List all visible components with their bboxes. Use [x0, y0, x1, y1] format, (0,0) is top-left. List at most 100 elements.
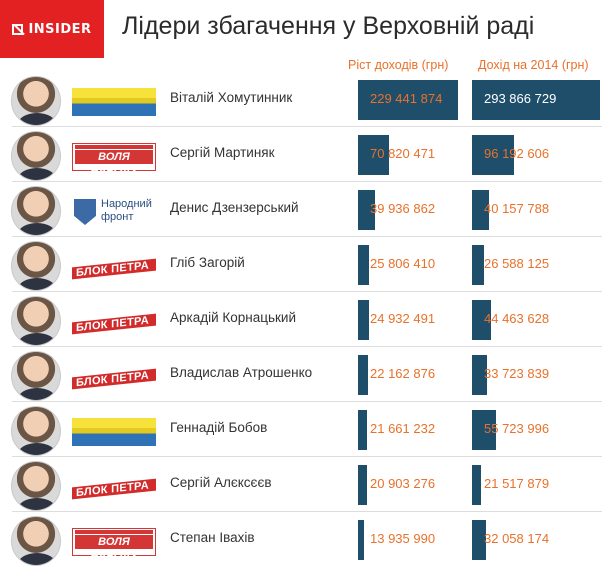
row-divider	[12, 456, 602, 457]
table-row: Віталій Хомутинник 229 441 874 293 866 729	[0, 72, 610, 127]
party-name: БЛОК ПЕТРА ПОРОШЕНКА	[76, 369, 152, 391]
bpp-logo-icon: БЛОК ПЕТРА ПОРОШЕНКА	[72, 363, 156, 391]
row-divider	[12, 236, 602, 237]
party-name: БЛОК ПЕТРА ПОРОШЕНКА	[76, 479, 152, 501]
avatar-suit	[18, 278, 56, 290]
table-row: БЛОК ПЕТРА ПОРОШЕНКА Владислав Атрошенко 2…	[0, 347, 610, 402]
table-row: ВОЛЯ НАРОДУ Степан Івахів 13 935 990 32 058…	[0, 512, 610, 567]
logo-part: ВОЛЯ НАРОДУ	[75, 150, 153, 171]
party-logo	[72, 418, 156, 446]
header: INSIDER Лідери збагачення у Верховній ра…	[0, 0, 610, 58]
bpp-logo-icon: БЛОК ПЕТРА ПОРОШЕНКА	[72, 473, 156, 501]
opposition-bloc-logo-icon	[72, 88, 156, 116]
volya-narodu-logo-icon: ВОЛЯ НАРОДУ	[72, 528, 156, 556]
volya-narodu-logo-icon: ВОЛЯ НАРОДУ	[72, 143, 156, 171]
data-label-series-2: 32 058 174	[484, 531, 550, 546]
category-label: Денис Дзензерський	[170, 200, 299, 215]
category-label: Сергій Мартиняк	[170, 145, 275, 160]
bar-series-2	[472, 245, 484, 285]
bar-series-2	[472, 135, 514, 175]
party-logo: ВОЛЯ НАРОДУ	[72, 143, 156, 171]
avatar	[11, 76, 61, 126]
data-label-series-2: 96 192 606	[484, 146, 550, 161]
bar-series-2	[472, 520, 486, 560]
table-row: БЛОК ПЕТРА ПОРОШЕНКА Сергій Алєксєєв 20 90…	[0, 457, 610, 512]
avatar	[11, 406, 61, 456]
party-logo: БЛОК ПЕТРА ПОРОШЕНКА	[72, 308, 156, 336]
legend-series-1: Ріст доходів (грн)	[348, 58, 449, 72]
bpp-logo-icon: БЛОК ПЕТРА ПОРОШЕНКА	[72, 253, 156, 281]
narodny-front-logo-icon: Народний фронт	[72, 198, 156, 226]
category-label: Гліб Загорій	[170, 255, 245, 270]
insider-logo[interactable]: INSIDER	[0, 0, 104, 58]
party-logo: ВОЛЯ НАРОДУ	[72, 528, 156, 556]
data-label-series-1: 25 806 410	[370, 256, 436, 271]
table-row: БЛОК ПЕТРА ПОРОШЕНКА Аркадій Корнацький 24…	[0, 292, 610, 347]
bar-series-1	[358, 300, 369, 340]
avatar-suit	[18, 443, 56, 455]
category-label: Сергій Алєксєєв	[170, 475, 272, 490]
party-name: БЛОК ПЕТРА ПОРОШЕНКА	[76, 259, 152, 281]
page-title: Лідери збагачення у Верховній раді	[122, 12, 535, 40]
bar-series-2	[472, 190, 489, 230]
row-divider	[12, 511, 602, 512]
data-label-series-1: 39 936 862	[370, 201, 436, 216]
insider-mark-icon	[12, 23, 24, 35]
data-label-series-2: 26 588 125	[484, 256, 550, 271]
table-row: Геннадій Бобов 21 661 232 55 723 996	[0, 402, 610, 457]
row-divider	[12, 401, 602, 402]
avatar-suit	[18, 333, 56, 345]
category-label: Владислав Атрошенко	[170, 365, 313, 380]
bar-series-1	[358, 190, 375, 230]
avatar-suit	[18, 498, 56, 510]
data-label-series-2: 55 723 996	[484, 421, 550, 436]
party-logo	[72, 88, 156, 116]
bar-series-1	[358, 410, 367, 450]
avatar-suit	[18, 113, 56, 125]
avatar-suit	[18, 223, 56, 235]
bar-series-1	[358, 465, 367, 505]
bar-series-1	[358, 355, 368, 395]
party-logo: БЛОК ПЕТРА ПОРОШЕНКА	[72, 473, 156, 501]
bar-series-2	[472, 80, 600, 120]
row-divider	[12, 291, 602, 292]
opposition-bloc-logo-icon	[72, 418, 156, 446]
data-label-series-1: 21 661 232	[370, 421, 436, 436]
party-logo: БЛОК ПЕТРА ПОРОШЕНКА	[72, 363, 156, 391]
row-divider	[12, 126, 602, 127]
row-divider	[12, 181, 602, 182]
avatar	[11, 351, 61, 401]
bar-series-1	[358, 80, 458, 120]
data-label-series-1: 22 162 876	[370, 366, 436, 381]
party-name: БЛОК ПЕТРА ПОРОШЕНКА	[76, 314, 152, 336]
category-label: Геннадій Бобов	[170, 420, 268, 435]
category-label: Аркадій Корнацький	[170, 310, 296, 325]
bar-series-2	[472, 465, 481, 505]
avatar-suit	[18, 553, 56, 565]
shield-icon	[74, 199, 96, 225]
row-divider	[12, 346, 602, 347]
table-row: ВОЛЯ НАРОДУ Сергій Мартиняк 70 820 471 96 1…	[0, 127, 610, 182]
party-name: Народний фронт	[101, 198, 152, 223]
legend-series-2: Дохід на 2014 (грн)	[478, 58, 589, 72]
data-label-series-1: 70 820 471	[370, 146, 436, 161]
avatar	[11, 131, 61, 181]
avatar	[11, 241, 61, 291]
data-label-series-1: 24 932 491	[370, 311, 436, 326]
avatar	[11, 186, 61, 236]
bar-series-2	[472, 410, 496, 450]
avatar-suit	[18, 388, 56, 400]
avatar	[11, 296, 61, 346]
data-label-series-2: 293 866 729	[484, 91, 557, 106]
logo-part	[75, 530, 153, 534]
data-label-series-1: 229 441 874	[370, 91, 443, 106]
bar-series-2	[472, 300, 491, 340]
data-label-series-2: 40 157 788	[484, 201, 550, 216]
data-label-series-2: 44 463 628	[484, 311, 550, 326]
bar-series-2	[472, 355, 487, 395]
category-label: Віталій Хомутинник	[170, 90, 293, 105]
bar-series-1	[358, 245, 369, 285]
bar-series-1	[358, 520, 364, 560]
data-label-series-2: 21 517 879	[484, 476, 550, 491]
bar-series-1	[358, 135, 389, 175]
